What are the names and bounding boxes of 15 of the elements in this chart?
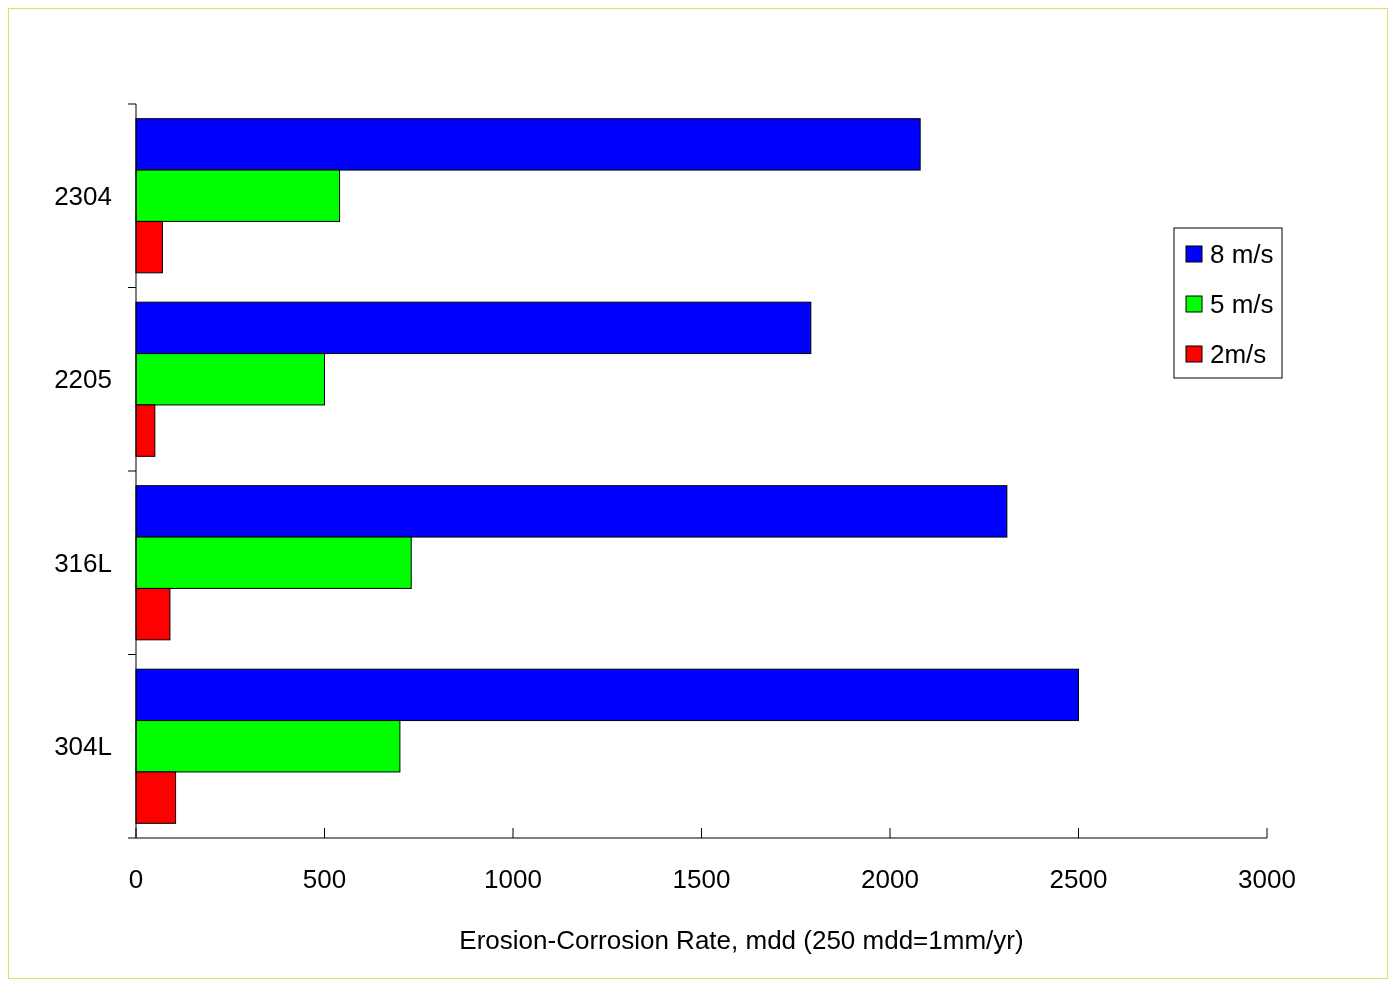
legend-label: 8 m/s — [1210, 239, 1274, 269]
x-tick-label: 2500 — [1049, 864, 1108, 894]
y-tick-label: 2304 — [54, 180, 112, 211]
x-tick-label: 500 — [302, 864, 347, 894]
x-tick-label: 1000 — [484, 864, 542, 894]
x-axis-title: Erosion-Corrosion Rate, mdd (250 mdd=1mm/yr) — [459, 925, 1024, 955]
x-tick-label: 0 — [128, 864, 144, 894]
legend-label: 5 m/s — [1210, 289, 1274, 319]
y-tick-label: 2205 — [54, 364, 112, 395]
x-tick-label: 3000 — [1238, 864, 1296, 894]
y-tick-label: 316L — [54, 547, 112, 578]
x-tick-label: 2000 — [861, 864, 919, 894]
x-tick-label: 1500 — [672, 864, 731, 894]
y-tick-label: 304L — [54, 731, 112, 762]
legend-label: 2m/s — [1210, 339, 1267, 369]
